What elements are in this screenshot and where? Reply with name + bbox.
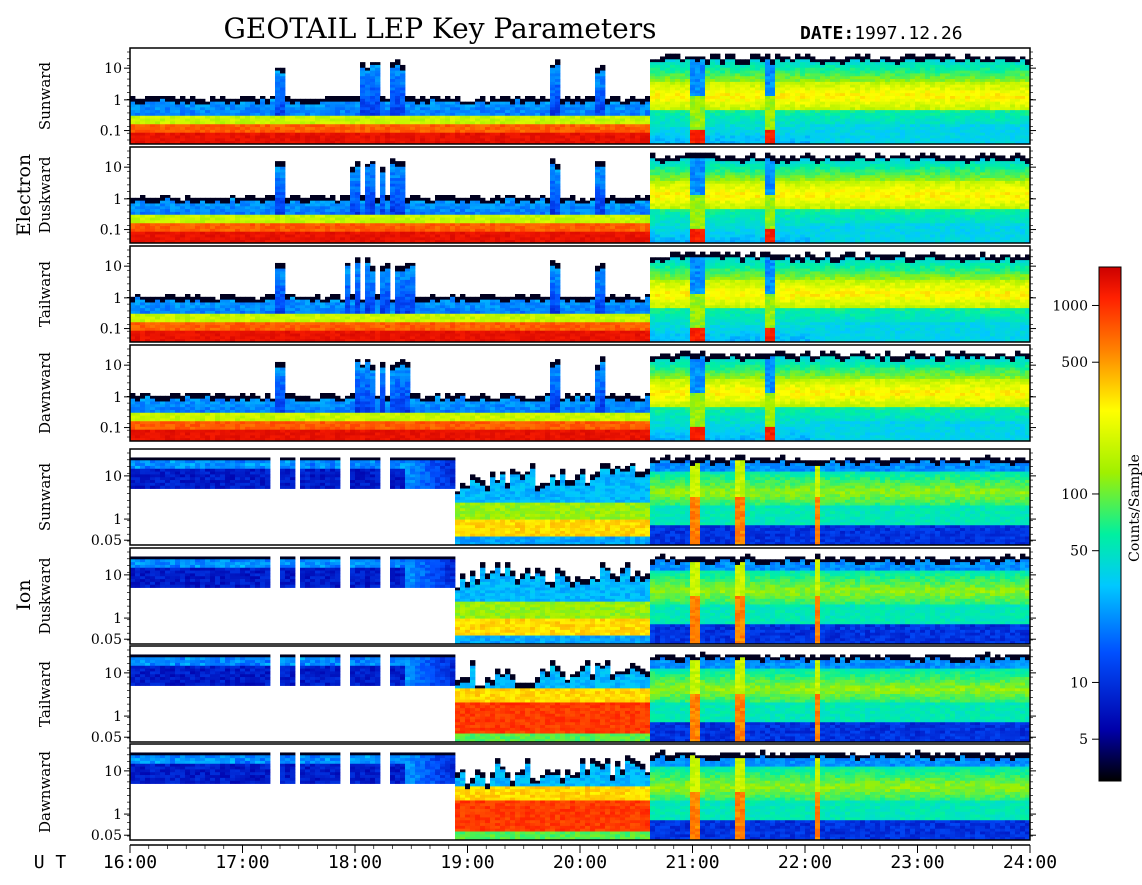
- direction-label: Tailward: [36, 261, 54, 327]
- y-tick-label: 0.05: [91, 730, 122, 746]
- y-tick-label: 1: [113, 192, 122, 208]
- x-tick-label: 17:00: [215, 852, 269, 873]
- colorbar: 1000 500 100 50 10 5: [1052, 267, 1121, 781]
- panel-ion-dawnward: 10 1 0.05 Dawnward: [36, 744, 1036, 844]
- direction-label: Sunward: [36, 62, 54, 131]
- heatmap-cells: [130, 750, 1030, 841]
- y-tick-label: 0.05: [91, 533, 122, 549]
- x-tick-label: 19:00: [440, 852, 494, 873]
- x-axis: 16:00 17:00 18:00 19:00 20:00 21:00 22:00 23:00…: [103, 845, 1057, 873]
- x-tick-label: 24:00: [1003, 852, 1057, 873]
- colorbar-tick-label: 1000: [1052, 298, 1088, 314]
- panel-electron-sunward: 10 1 0.1 Sunward: [36, 48, 1036, 144]
- x-tick-label: 23:00: [890, 852, 944, 873]
- y-tick-label: 0.05: [91, 632, 122, 648]
- y-tick-label: 10: [104, 358, 122, 374]
- y-tick-label: 10: [104, 666, 122, 682]
- panel-electron-tailward: 10 1 0.1 Tailward: [36, 246, 1036, 342]
- x-tick-label: 18:00: [328, 852, 382, 873]
- group-label-electron: Electron: [13, 154, 35, 236]
- y-tick-label: 1: [113, 611, 122, 627]
- heatmap-cells: [130, 153, 1030, 244]
- x-tick-label: 16:00: [103, 852, 157, 873]
- heatmap-cells: [130, 54, 1030, 145]
- y-tick-label: 1: [113, 390, 122, 406]
- colorbar-label: Counts/Sample: [1127, 454, 1142, 562]
- group-label-ion: Ion: [13, 579, 35, 610]
- direction-label: Dawnward: [36, 751, 54, 833]
- heatmap-cells: [130, 252, 1030, 343]
- colorbar-tick-label: 500: [1061, 355, 1088, 371]
- heatmap-cells: [130, 455, 1030, 546]
- panel-stack: 10 1 0.1 Sunward 10 1 0.1 Duskward 10 1 0.1 Tailwar…: [36, 48, 1036, 844]
- date-value: 1997.12.26: [854, 23, 962, 44]
- y-tick-label: 10: [104, 764, 122, 780]
- colorbar-tick-label: 5: [1079, 732, 1088, 748]
- y-tick-label: 10: [104, 160, 122, 176]
- y-tick-label: 0.1: [100, 421, 122, 437]
- direction-label: Dawnward: [36, 352, 54, 434]
- date-label: DATE:1997.12.26: [800, 23, 963, 44]
- y-tick-label: 0.1: [100, 124, 122, 140]
- y-tick-label: 1: [113, 709, 122, 725]
- y-tick-label: 1: [113, 807, 122, 823]
- x-tick-label: 21:00: [665, 852, 719, 873]
- colorbar-gradient: [1099, 267, 1121, 781]
- colorbar-tick-label: 50: [1070, 544, 1088, 560]
- x-tick-label: 22:00: [778, 852, 832, 873]
- panel-ion-sunward: 10 1 0.05 Sunward: [36, 449, 1036, 549]
- colorbar-tick-label: 10: [1070, 675, 1088, 691]
- x-axis-label: U T: [34, 852, 67, 873]
- y-tick-label: 10: [104, 61, 122, 77]
- y-tick-label: 1: [113, 93, 122, 109]
- x-tick-label: 20:00: [553, 852, 607, 873]
- direction-label: Duskward: [36, 156, 54, 233]
- y-tick-label: 10: [104, 469, 122, 485]
- y-tick-label: 0.05: [91, 828, 122, 844]
- heatmap-cells: [130, 351, 1030, 442]
- y-tick-label: 10: [104, 568, 122, 584]
- panel-electron-dawnward: 10 1 0.1 Dawnward: [36, 345, 1036, 441]
- colorbar-tick-label: 100: [1061, 487, 1088, 503]
- heatmap-cells: [130, 652, 1030, 743]
- panel-electron-duskward: 10 1 0.1 Duskward: [36, 147, 1036, 243]
- heatmap-cells: [130, 554, 1030, 645]
- figure-title: GEOTAIL LEP Key Parameters: [224, 12, 657, 45]
- y-tick-label: 0.1: [100, 223, 122, 239]
- panel-ion-duskward: 10 1 0.05 Duskward: [36, 548, 1036, 648]
- direction-label: Sunward: [36, 463, 54, 532]
- y-tick-label: 0.1: [100, 322, 122, 338]
- date-prefix: DATE:: [800, 23, 854, 44]
- panel-ion-tailward: 10 1 0.05 Tailward: [36, 646, 1036, 746]
- direction-label: Duskward: [36, 557, 54, 634]
- y-tick-label: 10: [104, 259, 122, 275]
- direction-label: Tailward: [36, 661, 54, 727]
- y-tick-label: 1: [113, 512, 122, 528]
- y-tick-label: 1: [113, 291, 122, 307]
